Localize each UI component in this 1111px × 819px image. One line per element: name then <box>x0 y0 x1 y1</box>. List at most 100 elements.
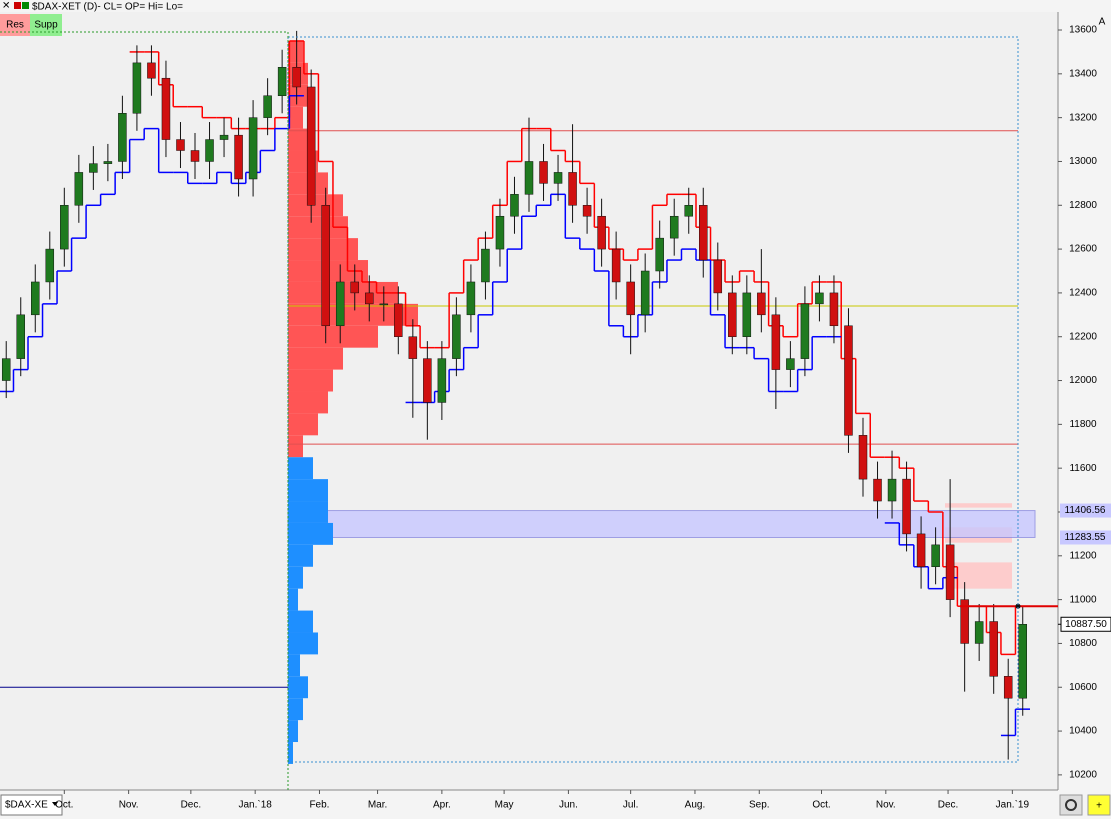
candle-body <box>248 117 258 180</box>
candle-body <box>481 248 490 283</box>
profile-bar <box>288 654 300 677</box>
x-tick-label: Mar. <box>368 800 387 811</box>
candle-body <box>365 292 374 305</box>
candle-body <box>640 270 650 316</box>
candle-body <box>89 163 98 173</box>
top-bar <box>0 0 1111 12</box>
profile-bar <box>288 698 303 721</box>
x-tick-label: Jun. <box>559 800 578 811</box>
last-price-label: 10887.50 <box>1065 619 1107 630</box>
candle-body <box>495 215 505 250</box>
x-axis-area <box>0 790 1058 819</box>
x-tick-label: Sep. <box>749 800 770 811</box>
candle-body <box>582 205 592 217</box>
profile-bar <box>288 435 303 458</box>
candle-body <box>452 314 461 359</box>
candle-body <box>829 292 839 327</box>
candle-body <box>292 67 301 88</box>
candle-body <box>510 194 519 217</box>
plot <box>0 30 1058 764</box>
symbol-dropdown[interactable] <box>0 794 63 816</box>
x-tick-label: Jan.`19 <box>996 799 1030 811</box>
candle-body <box>568 172 577 206</box>
profile-bar <box>288 325 378 348</box>
candle-body <box>31 281 40 316</box>
profile-bar <box>288 106 303 129</box>
y-tick-label: 10400 <box>1069 726 1097 737</box>
supply-zone <box>945 503 1012 508</box>
candle-body <box>60 205 69 250</box>
x-tick-label: Nov. <box>119 800 139 811</box>
profile-bar <box>288 610 313 633</box>
candle-body <box>350 281 359 294</box>
add-button[interactable] <box>1087 794 1111 816</box>
last-price-tag <box>1060 616 1111 632</box>
candle-body <box>844 325 853 436</box>
candle-body <box>219 134 229 140</box>
y-tick-label: 13200 <box>1069 112 1097 123</box>
candle-body <box>887 478 897 502</box>
candle-body <box>394 303 403 337</box>
y-tick-label: 11800 <box>1069 419 1097 430</box>
candle-body <box>379 303 389 306</box>
add-icon[interactable]: + <box>1096 801 1102 812</box>
profile-bar <box>288 391 328 414</box>
candle-body <box>989 621 998 677</box>
profile-bar <box>288 347 343 370</box>
candle-body <box>684 205 693 217</box>
profile-bar <box>288 457 313 480</box>
price-tag <box>1060 503 1111 518</box>
candle-body <box>408 336 418 359</box>
y-tick-label: 13000 <box>1069 156 1097 167</box>
close-icon[interactable]: ✕ <box>2 1 10 12</box>
candle-body <box>176 139 185 151</box>
supp-button[interactable] <box>30 14 62 36</box>
candle-body <box>742 292 752 337</box>
candle-body <box>74 172 84 206</box>
candle-body <box>132 62 142 114</box>
x-tick-label: Dec. <box>938 800 959 811</box>
x-tick-label: Nov. <box>876 800 896 811</box>
y-tick-label: 11000 <box>1069 594 1097 605</box>
dropdown-arrow[interactable] <box>52 802 58 806</box>
profile-bar <box>288 501 328 523</box>
zone-high-label: 11406.56 <box>1065 505 1106 516</box>
y-tick-label: 12600 <box>1069 244 1097 255</box>
symbol-dropdown-label[interactable]: $DAX-XE <box>5 800 48 811</box>
candle-body <box>974 621 984 644</box>
candle-body <box>277 67 287 96</box>
candle-body <box>713 259 723 294</box>
res-button[interactable] <box>0 14 30 36</box>
profile-bar <box>288 720 298 743</box>
refresh-icon[interactable] <box>1065 799 1077 811</box>
candle-body <box>437 358 447 403</box>
y-tick-label: 12200 <box>1069 331 1097 342</box>
profile-bar <box>288 303 418 326</box>
candle-body <box>800 303 810 359</box>
y-tick-label: 13600 <box>1069 25 1097 36</box>
candle-body <box>873 478 882 502</box>
res-button-label[interactable]: Res <box>6 20 24 31</box>
candle-body <box>960 599 969 644</box>
icon <box>14 2 21 9</box>
candle-body <box>423 358 432 403</box>
refresh-button[interactable] <box>1059 794 1083 816</box>
candle-body <box>757 292 766 316</box>
candle-body <box>190 150 200 162</box>
candle-body <box>815 292 824 305</box>
x-tick-label: Aug. <box>685 800 706 811</box>
y-tick-label: 12400 <box>1069 288 1097 299</box>
profile-bar <box>288 742 293 764</box>
candle-body <box>699 205 708 261</box>
supp-button-label[interactable]: Supp <box>34 20 58 31</box>
candle-body <box>945 544 955 600</box>
candle-body <box>669 215 679 239</box>
candle-body <box>611 248 621 283</box>
y-tick-label: 11600 <box>1069 463 1097 474</box>
y-tick-label: 12000 <box>1069 375 1097 386</box>
candle-body <box>858 435 868 480</box>
candle-body <box>147 62 156 79</box>
candle-body <box>655 237 664 272</box>
